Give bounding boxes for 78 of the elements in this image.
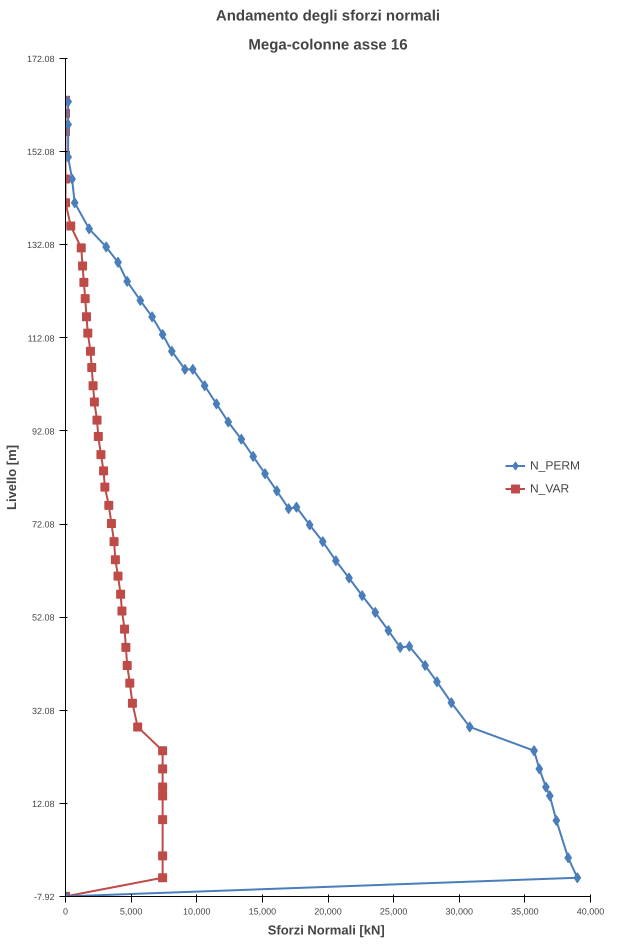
point — [92, 416, 102, 425]
point — [535, 763, 544, 774]
point — [466, 721, 474, 732]
point — [158, 851, 168, 860]
point — [104, 500, 114, 510]
point — [70, 197, 79, 208]
point — [102, 241, 110, 252]
point — [133, 722, 142, 732]
y-tick-label: 92.08 — [32, 426, 55, 436]
x-tick-label: 40,000 — [576, 906, 604, 916]
point — [123, 276, 132, 287]
point — [128, 698, 137, 708]
x-tick-label: 15,000 — [248, 906, 276, 916]
chart-title: Andamento degli sforzi normali — [216, 8, 440, 24]
point — [168, 346, 176, 357]
legend-label: N_PERM — [530, 458, 580, 472]
y-tick-label: -7.92 — [34, 892, 54, 902]
y-tick-label: 72.08 — [32, 520, 55, 530]
point — [158, 764, 168, 774]
point — [80, 294, 90, 304]
point — [66, 222, 76, 231]
point — [79, 278, 88, 287]
point — [125, 678, 134, 688]
point — [542, 782, 550, 792]
point — [78, 262, 88, 271]
point — [87, 363, 96, 372]
chart-subtitle: Mega-colonne asse 16 — [248, 36, 408, 54]
point — [158, 791, 168, 800]
legend-label: N_VAR — [530, 482, 570, 496]
y-tick-label: 12.08 — [32, 798, 55, 809]
point — [158, 782, 168, 792]
point — [114, 572, 122, 581]
x-axis-title: Sforzi Normali [kN] — [268, 922, 385, 938]
point — [88, 381, 98, 390]
point — [396, 642, 404, 653]
x-tick-label: 35,000 — [511, 906, 539, 916]
point — [106, 518, 116, 528]
point — [117, 606, 126, 616]
point — [82, 312, 91, 322]
point — [564, 852, 572, 864]
y-tick-label: 152.08 — [26, 147, 55, 158]
point — [100, 482, 110, 492]
point — [94, 432, 103, 441]
point — [99, 466, 108, 476]
point — [110, 537, 119, 546]
point — [121, 642, 130, 652]
point — [158, 873, 168, 882]
point — [76, 243, 86, 252]
point — [249, 450, 258, 462]
x-tick-label: 0 — [62, 906, 68, 916]
point — [90, 397, 99, 406]
x-tick-label: 25,000 — [380, 906, 408, 916]
y-tick-label: 132.08 — [26, 240, 55, 250]
point — [120, 624, 130, 634]
point — [272, 485, 281, 496]
point — [224, 416, 232, 428]
x-tick-label: 20,000 — [314, 906, 342, 916]
point — [116, 590, 126, 599]
point — [371, 606, 380, 618]
point — [158, 746, 168, 756]
point — [122, 660, 132, 670]
point — [86, 346, 95, 356]
point — [158, 815, 168, 824]
x-tick-label: 5,000 — [120, 906, 142, 916]
x-tick-label: 30,000 — [445, 906, 474, 916]
point — [83, 328, 92, 338]
y-tick-label: 52.08 — [32, 612, 55, 623]
y-axis-title: Livello [m] — [4, 444, 19, 510]
point — [96, 450, 106, 460]
point — [136, 294, 144, 306]
y-tick-label: 112.08 — [28, 333, 54, 344]
point — [110, 555, 120, 564]
y-tick-label: 172.08 — [26, 54, 55, 64]
point — [188, 364, 197, 375]
point — [318, 536, 327, 548]
point — [546, 790, 554, 802]
x-tick-label: 10,000 — [182, 906, 211, 916]
y-tick-label: 32.08 — [32, 706, 55, 716]
